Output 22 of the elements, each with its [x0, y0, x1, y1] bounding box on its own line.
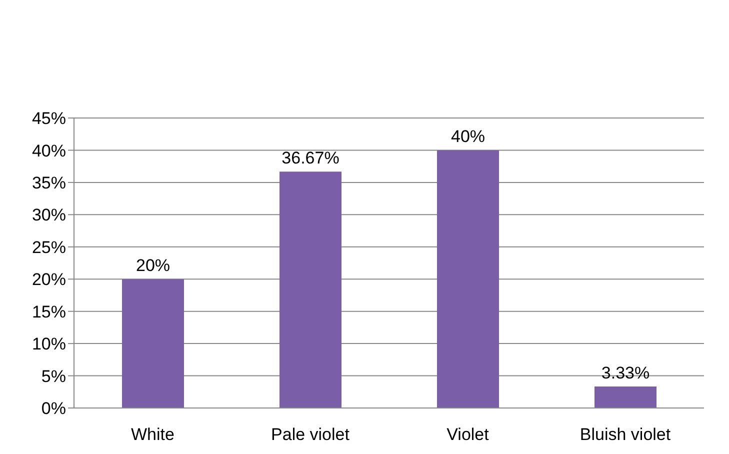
y-tick-label: 10% — [32, 334, 66, 354]
data-label: 40% — [450, 127, 486, 146]
y-tick-label: 15% — [32, 302, 66, 322]
y-tick-label: 5% — [41, 366, 66, 386]
bar — [122, 279, 184, 408]
y-tick-label: 20% — [32, 270, 66, 290]
y-tick-label: 40% — [32, 141, 66, 160]
y-tick-label: 25% — [32, 238, 66, 257]
data-label: 36.67% — [282, 148, 340, 168]
x-tick-label: Violet — [446, 425, 490, 444]
bar — [280, 172, 342, 408]
y-tick-label: 0% — [41, 399, 66, 418]
x-tick-label: White — [131, 425, 174, 444]
x-tick-label: Bluish violet — [580, 425, 671, 444]
data-label: 3.33% — [601, 364, 650, 383]
y-tick-label: 45% — [32, 109, 66, 128]
bar — [437, 150, 499, 408]
bar — [594, 386, 656, 408]
x-tick-label: Pale violet — [271, 425, 350, 444]
y-tick-label: 30% — [32, 206, 66, 225]
y-tick-label: 35% — [32, 173, 66, 192]
data-label: 20% — [136, 256, 170, 276]
